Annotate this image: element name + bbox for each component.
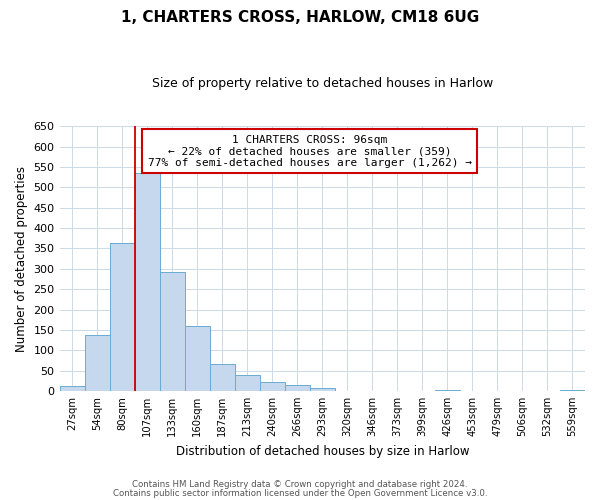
Text: 1 CHARTERS CROSS: 96sqm
← 22% of detached houses are smaller (359)
77% of semi-d: 1 CHARTERS CROSS: 96sqm ← 22% of detache… <box>148 134 472 168</box>
Bar <box>185 326 209 391</box>
Bar <box>134 173 160 391</box>
Title: Size of property relative to detached houses in Harlow: Size of property relative to detached ho… <box>152 78 493 90</box>
Y-axis label: Number of detached properties: Number of detached properties <box>15 166 28 352</box>
Bar <box>560 390 585 391</box>
Bar <box>435 390 460 391</box>
Bar <box>110 243 134 391</box>
Bar <box>285 385 310 391</box>
Bar <box>310 388 335 391</box>
Bar <box>235 374 260 391</box>
Bar <box>59 386 85 391</box>
X-axis label: Distribution of detached houses by size in Harlow: Distribution of detached houses by size … <box>176 444 469 458</box>
Text: Contains HM Land Registry data © Crown copyright and database right 2024.: Contains HM Land Registry data © Crown c… <box>132 480 468 489</box>
Text: Contains public sector information licensed under the Open Government Licence v3: Contains public sector information licen… <box>113 488 487 498</box>
Bar <box>260 382 285 391</box>
Text: 1, CHARTERS CROSS, HARLOW, CM18 6UG: 1, CHARTERS CROSS, HARLOW, CM18 6UG <box>121 10 479 25</box>
Bar <box>209 364 235 391</box>
Bar <box>85 335 110 391</box>
Bar <box>160 272 185 391</box>
